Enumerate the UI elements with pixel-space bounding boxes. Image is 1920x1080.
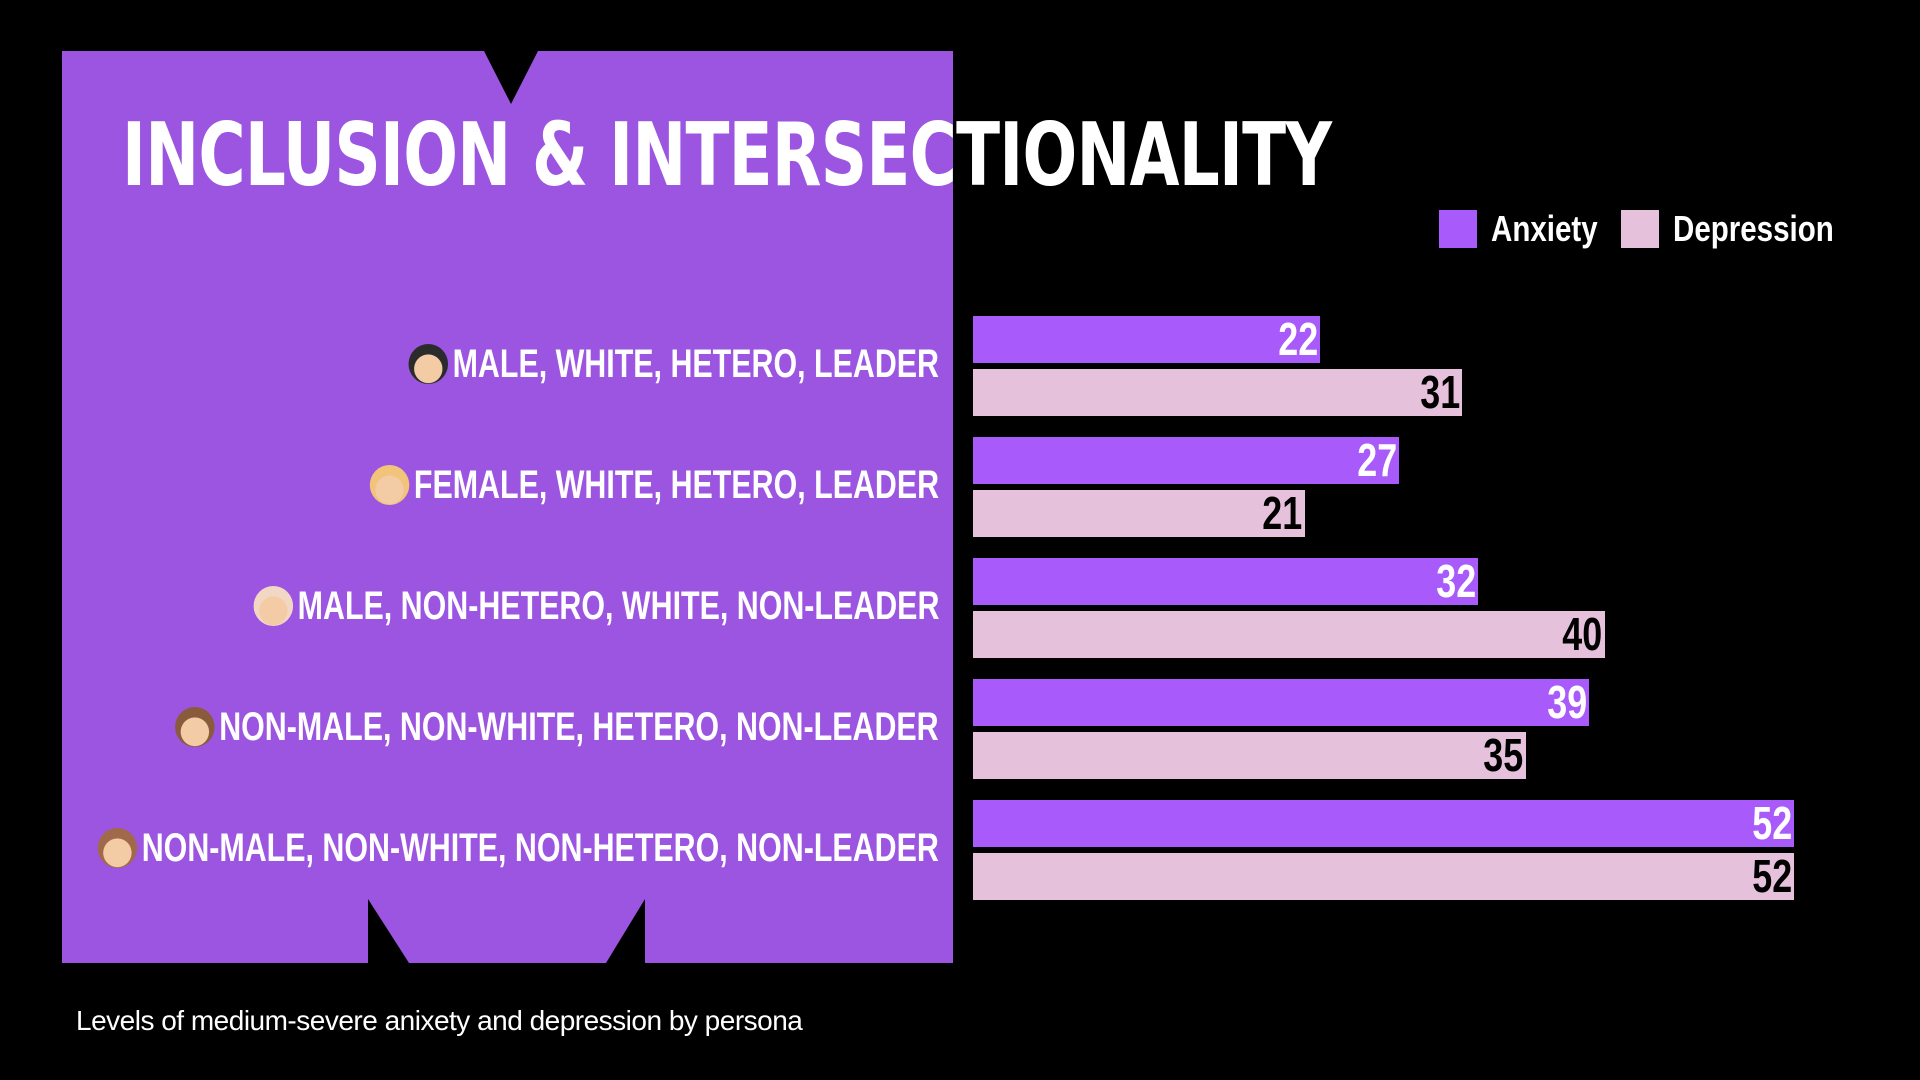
- category-label: MALE, WHITE, HETERO, LEADER: [408, 339, 939, 389]
- bar-anxiety: [973, 800, 1794, 847]
- bar-depression: [973, 853, 1794, 900]
- bar-anxiety: [973, 437, 1400, 484]
- category-label: MALE, NON-HETERO, WHITE, NON-LEADER: [253, 581, 939, 631]
- data-label-anxiety: 52: [1752, 797, 1792, 849]
- bar-depression: [973, 732, 1526, 779]
- legend-swatch-depression: [1620, 210, 1659, 248]
- category-label-text: MALE, WHITE, HETERO, LEADER: [452, 341, 939, 386]
- bar-depression: [973, 369, 1463, 416]
- bar-anxiety: [973, 316, 1321, 363]
- chart-title: INCLUSION & INTERSECTIONALITY: [122, 104, 1332, 206]
- legend-label-anxiety: Anxiety: [1490, 208, 1598, 249]
- category-label: NON-MALE, NON-WHITE, HETERO, NON-LEADER: [175, 702, 939, 752]
- data-label-depression: 21: [1262, 487, 1303, 539]
- bar-anxiety: [973, 558, 1479, 605]
- bar-depression: [973, 490, 1305, 537]
- chart-caption: Levels of medium-severe anixety and depr…: [76, 1005, 803, 1036]
- bar-depression: [973, 611, 1605, 658]
- category-label-text: MALE, NON-HETERO, WHITE, NON-LEADER: [297, 583, 939, 628]
- woman-curly-emoji-icon: [175, 707, 216, 747]
- category-label-text: NON-MALE, NON-WHITE, HETERO, NON-LEADER: [219, 704, 939, 749]
- man-beard-emoji-icon: [408, 344, 449, 384]
- data-label-anxiety: 22: [1278, 313, 1319, 365]
- woman-emoji-icon: [97, 828, 138, 868]
- legend-label-depression: Depression: [1672, 208, 1834, 249]
- category-label: FEMALE, WHITE, HETERO, LEADER: [369, 460, 940, 510]
- legend-item-anxiety: Anxiety: [1438, 208, 1598, 250]
- legend-swatch-anxiety: [1438, 210, 1477, 248]
- chart-legend: Anxiety Depression: [1415, 208, 1845, 250]
- category-label: NON-MALE, NON-WHITE, NON-HETERO, NON-LEA…: [97, 823, 939, 873]
- data-label-anxiety: 39: [1546, 676, 1587, 728]
- data-label-depression: 35: [1483, 729, 1524, 781]
- category-label-text: NON-MALE, NON-WHITE, NON-HETERO, NON-LEA…: [141, 825, 939, 870]
- data-label-depression: 52: [1752, 850, 1792, 902]
- category-label-text: FEMALE, WHITE, HETERO, LEADER: [413, 462, 940, 507]
- panel-shape: [62, 51, 953, 963]
- man-emoji-icon: [253, 586, 293, 626]
- data-label-anxiety: 27: [1357, 434, 1398, 486]
- woman-blonde-emoji-icon: [369, 465, 410, 505]
- bar-anxiety: [973, 679, 1589, 726]
- data-label-depression: 31: [1420, 366, 1461, 418]
- legend-item-depression: Depression: [1620, 208, 1845, 250]
- data-label-anxiety: 32: [1436, 555, 1477, 607]
- data-label-depression: 40: [1562, 608, 1603, 660]
